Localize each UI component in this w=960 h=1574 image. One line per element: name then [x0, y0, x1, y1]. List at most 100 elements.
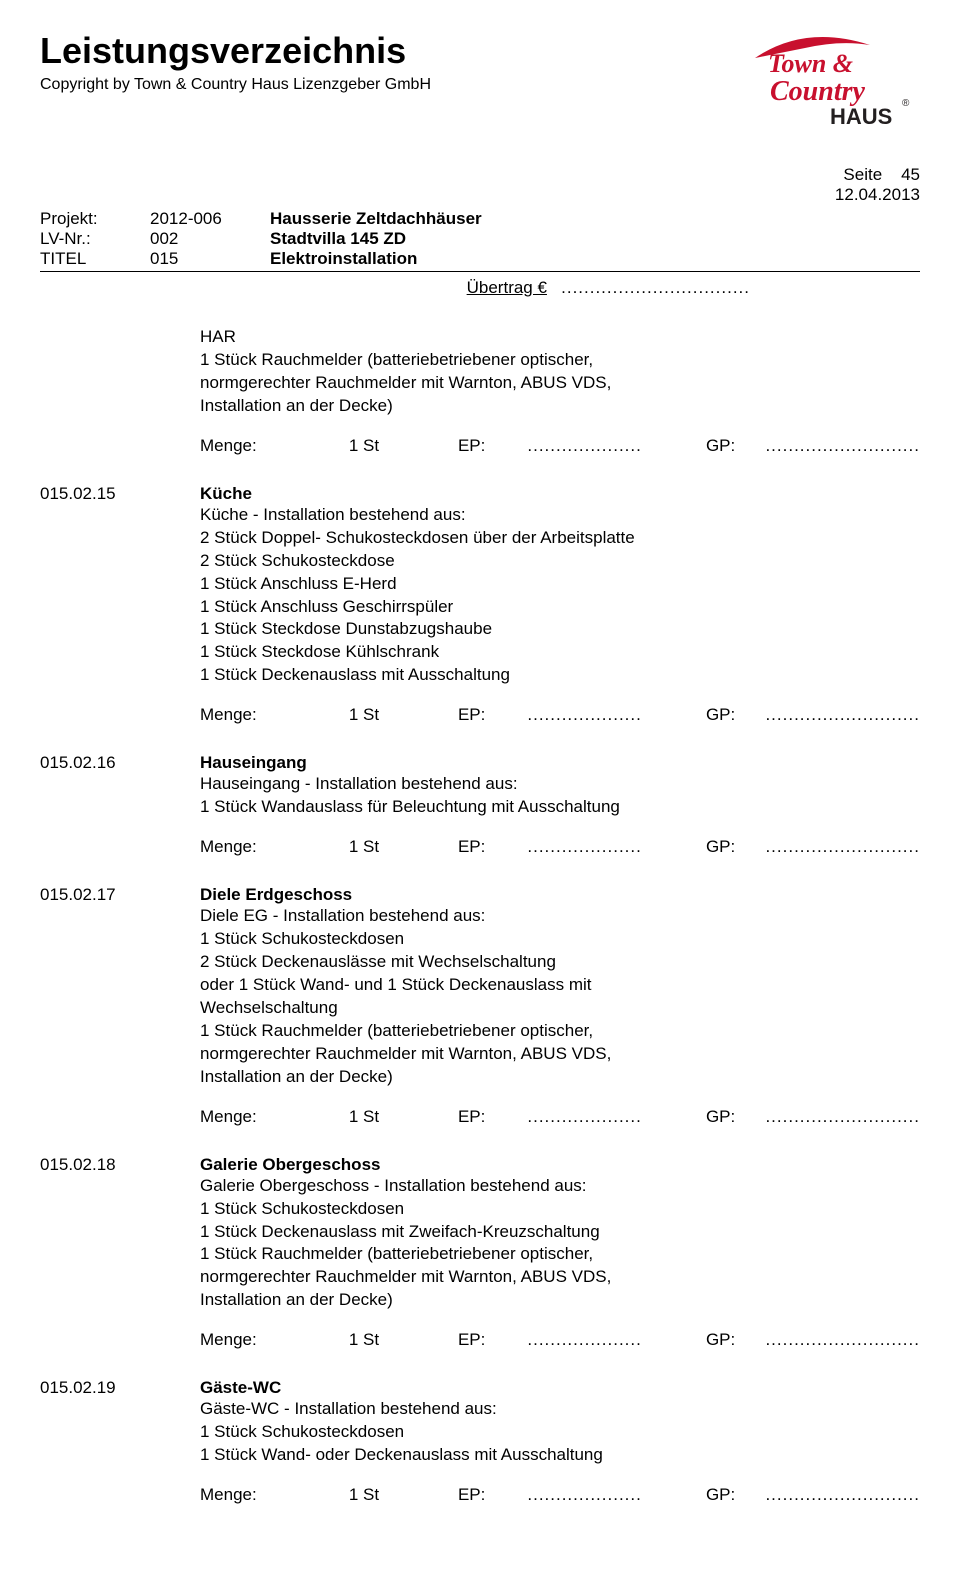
uebertrag-dots: .................................	[561, 278, 750, 297]
item-line: 2 Stück Doppel- Schukosteckdosen über de…	[200, 527, 920, 550]
intro-content: HAR 1 Stück Rauchmelder (batteriebetrieb…	[200, 326, 920, 418]
page-label: Seite	[843, 165, 882, 184]
item-line: 2 Stück Deckenauslässe mit Wechselschalt…	[200, 951, 920, 974]
item-pos: 015.02.16	[40, 753, 200, 819]
item-title: Galerie Obergeschoss	[200, 1155, 920, 1175]
lvnr-num: 002	[150, 229, 270, 249]
divider	[40, 271, 920, 272]
menge-ep: EP:	[458, 436, 527, 456]
item-line: 1 Stück Rauchmelder (batteriebetriebener…	[200, 1020, 920, 1043]
intro-line: Installation an der Decke)	[200, 395, 920, 418]
projekt-label: Projekt:	[40, 209, 150, 229]
titel-val: Elektroinstallation	[270, 249, 417, 269]
intro-line: 1 Stück Rauchmelder (batteriebetriebener…	[200, 349, 920, 372]
intro-block: HAR 1 Stück Rauchmelder (batteriebetrieb…	[40, 326, 920, 456]
doc-title: Leistungsverzeichnis	[40, 30, 431, 72]
item-line: 1 Stück Steckdose Kühlschrank	[200, 641, 920, 664]
meta-projekt: Projekt: 2012-006 Hausserie Zeltdachhäus…	[40, 209, 920, 229]
menge-qty: 1 St	[349, 1330, 458, 1350]
item-line: Installation an der Decke)	[200, 1289, 920, 1312]
item-line: 1 Stück Deckenauslass mit Zweifach-Kreuz…	[200, 1221, 920, 1244]
item-title: Diele Erdgeschoss	[200, 885, 920, 905]
item-line: Wechselschaltung	[200, 997, 920, 1020]
item-line: 1 Stück Schukosteckdosen	[200, 1421, 920, 1444]
item-line: Installation an der Decke)	[200, 1066, 920, 1089]
logo-icon: Town & Country HAUS ®	[750, 30, 920, 130]
item-block: 015.02.16HauseingangHauseingang - Instal…	[40, 753, 920, 857]
item-pos: 015.02.17	[40, 885, 200, 1089]
item-line: normgerechter Rauchmelder mit Warnton, A…	[200, 1266, 920, 1289]
menge-dots2: ...........................	[765, 436, 920, 456]
menge-row: Menge:1 StEP:....................GP:....…	[200, 837, 920, 857]
menge-gp: GP:	[706, 705, 766, 725]
menge-row: Menge:1 StEP:....................GP:....…	[200, 1485, 920, 1505]
menge-label: Menge:	[200, 1330, 349, 1350]
copyright-text: Copyright by Town & Country Haus Lizenzg…	[40, 76, 431, 94]
item-content: Diele ErdgeschossDiele EG - Installation…	[200, 885, 920, 1089]
meta-block: Projekt: 2012-006 Hausserie Zeltdachhäus…	[40, 209, 920, 269]
menge-row: Menge:1 StEP:....................GP:....…	[200, 705, 920, 725]
menge-label: Menge:	[200, 1485, 349, 1505]
item-line: 2 Stück Schukosteckdose	[200, 550, 920, 573]
page-date: 12.04.2013	[835, 185, 920, 204]
item-block: 015.02.19Gäste-WCGäste-WC - Installation…	[40, 1378, 920, 1505]
menge-dots1: ....................	[527, 1330, 706, 1350]
item-block: 015.02.15KücheKüche - Installation beste…	[40, 484, 920, 726]
menge-label: Menge:	[200, 436, 349, 456]
menge-dots2: ...........................	[765, 837, 920, 857]
menge-label: Menge:	[200, 837, 349, 857]
menge-gp: GP:	[706, 837, 766, 857]
item-content: HauseingangHauseingang - Installation be…	[200, 753, 920, 819]
menge-dots2: ...........................	[765, 1330, 920, 1350]
item-row: 015.02.17Diele ErdgeschossDiele EG - Ins…	[40, 885, 920, 1089]
item-pos: 015.02.18	[40, 1155, 200, 1313]
item-line: Hauseingang - Installation bestehend aus…	[200, 773, 920, 796]
menge-dots2: ...........................	[765, 1107, 920, 1127]
item-line: Gäste-WC - Installation bestehend aus:	[200, 1398, 920, 1421]
menge-dots1: ....................	[527, 837, 706, 857]
uebertrag-row: Übertrag € .............................…	[40, 278, 920, 298]
menge-label: Menge:	[200, 705, 349, 725]
menge-gp: GP:	[706, 1485, 766, 1505]
menge-row: Menge:1 StEP:....................GP:....…	[200, 1330, 920, 1350]
item-pos: 015.02.19	[40, 1378, 200, 1467]
item-line: 1 Stück Anschluss Geschirrspüler	[200, 596, 920, 619]
menge-row: Menge: 1 St EP: .................... GP:…	[200, 436, 920, 456]
item-block: 015.02.18Galerie ObergeschossGalerie Obe…	[40, 1155, 920, 1351]
item-line: Diele EG - Installation bestehend aus:	[200, 905, 920, 928]
uebertrag-label: Übertrag €	[467, 278, 547, 297]
item-line: 1 Stück Steckdose Dunstabzugshaube	[200, 618, 920, 641]
lvnr-val: Stadtvilla 145 ZD	[270, 229, 406, 249]
svg-text:®: ®	[902, 98, 910, 109]
item-line: 1 Stück Deckenauslass mit Ausschaltung	[200, 664, 920, 687]
header: Leistungsverzeichnis Copyright by Town &…	[40, 30, 920, 135]
menge-gp: GP:	[706, 1107, 766, 1127]
projekt-val: Hausserie Zeltdachhäuser	[270, 209, 482, 229]
item-title: Küche	[200, 484, 920, 504]
menge-ep: EP:	[458, 1107, 527, 1127]
menge-ep: EP:	[458, 705, 527, 725]
item-pos: 015.02.15	[40, 484, 200, 688]
logo: Town & Country HAUS ®	[750, 30, 920, 135]
item-line: 1 Stück Schukosteckdosen	[200, 928, 920, 951]
lvnr-label: LV-Nr.:	[40, 229, 150, 249]
item-row: 015.02.18Galerie ObergeschossGalerie Obe…	[40, 1155, 920, 1313]
item-line: oder 1 Stück Wand- und 1 Stück Deckenaus…	[200, 974, 920, 997]
titel-num: 015	[150, 249, 270, 269]
item-line: 1 Stück Wandauslass für Beleuchtung mit …	[200, 796, 920, 819]
item-row: 015.02.15KücheKüche - Installation beste…	[40, 484, 920, 688]
menge-dots1: ....................	[527, 705, 706, 725]
item-line: 1 Stück Schukosteckdosen	[200, 1198, 920, 1221]
item-block: 015.02.17Diele ErdgeschossDiele EG - Ins…	[40, 885, 920, 1127]
item-line: Küche - Installation bestehend aus:	[200, 504, 920, 527]
items-container: 015.02.15KücheKüche - Installation beste…	[40, 484, 920, 1505]
menge-dots1: ....................	[527, 1485, 706, 1505]
menge-row: Menge:1 StEP:....................GP:....…	[200, 1107, 920, 1127]
header-left: Leistungsverzeichnis Copyright by Town &…	[40, 30, 431, 94]
item-line: 1 Stück Rauchmelder (batteriebetriebener…	[200, 1243, 920, 1266]
menge-qty: 1 St	[349, 1485, 458, 1505]
menge-qty: 1 St	[349, 436, 458, 456]
menge-label: Menge:	[200, 1107, 349, 1127]
item-row: 015.02.16HauseingangHauseingang - Instal…	[40, 753, 920, 819]
menge-dots2: ...........................	[765, 705, 920, 725]
